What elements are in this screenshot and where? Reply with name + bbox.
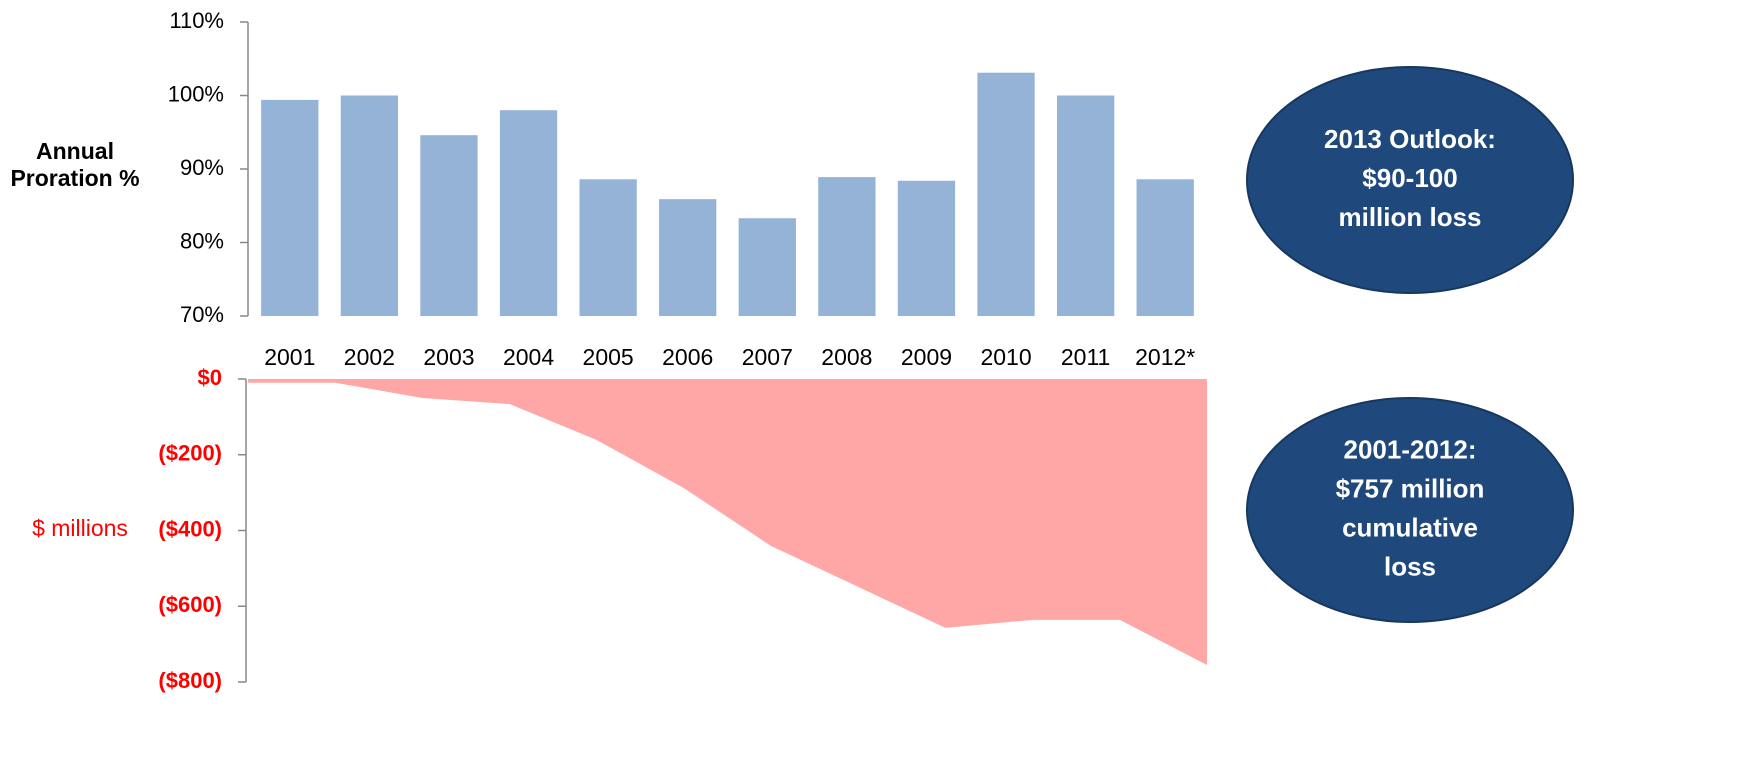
x-tick-label: 2007 (742, 344, 793, 370)
callout-text: million loss (1338, 202, 1481, 232)
x-tick-label: 2003 (423, 344, 474, 370)
bar (261, 99, 319, 316)
x-tick-label: 2006 (662, 344, 713, 370)
bar (738, 218, 796, 316)
callout-text: 2013 Outlook: (1324, 124, 1496, 154)
bar (340, 95, 399, 316)
y-axis-title: Annual Proration % (10, 138, 140, 191)
x-tick-label: 2008 (821, 344, 872, 370)
y-tick-label: $0 (198, 365, 222, 390)
bar (420, 135, 478, 316)
bar (818, 177, 876, 316)
y-tick-label: 110% (169, 8, 224, 33)
x-tick-label: 2009 (901, 344, 952, 370)
y-tick-label: ($200) (158, 441, 222, 466)
callout-text: loss (1384, 551, 1436, 581)
callout-text: $90-100 (1362, 163, 1457, 193)
bar (659, 199, 717, 316)
y-tick-label: ($400) (158, 516, 222, 541)
bar (579, 179, 637, 316)
bar (1056, 95, 1115, 316)
bar (897, 180, 956, 316)
x-tick-label: 2012* (1135, 344, 1195, 370)
x-tick-label: 2001 (264, 344, 315, 370)
callout-text: 2001-2012: (1344, 434, 1477, 464)
callout-bubble (1246, 66, 1574, 294)
area (248, 379, 1207, 665)
bar (1136, 179, 1194, 316)
x-tick-label: 2010 (980, 344, 1031, 370)
bar (499, 110, 558, 316)
y-axis-title: $ millions (32, 515, 128, 541)
callout-text: $757 million (1336, 473, 1485, 503)
y-tick-label: 70% (180, 302, 224, 327)
y-tick-label: 90% (180, 155, 224, 180)
x-tick-label: 2005 (583, 344, 634, 370)
x-tick-label: 2004 (503, 344, 554, 370)
x-tick-label: 2002 (344, 344, 395, 370)
x-tick-label: 2011 (1061, 344, 1110, 370)
y-tick-label: 100% (168, 81, 224, 106)
y-tick-label: ($600) (158, 592, 222, 617)
callout-bubble (1246, 397, 1574, 623)
bar (977, 72, 1035, 316)
callout-text: cumulative (1342, 512, 1478, 542)
y-tick-label: ($800) (158, 668, 222, 693)
y-tick-label: 80% (180, 228, 224, 253)
